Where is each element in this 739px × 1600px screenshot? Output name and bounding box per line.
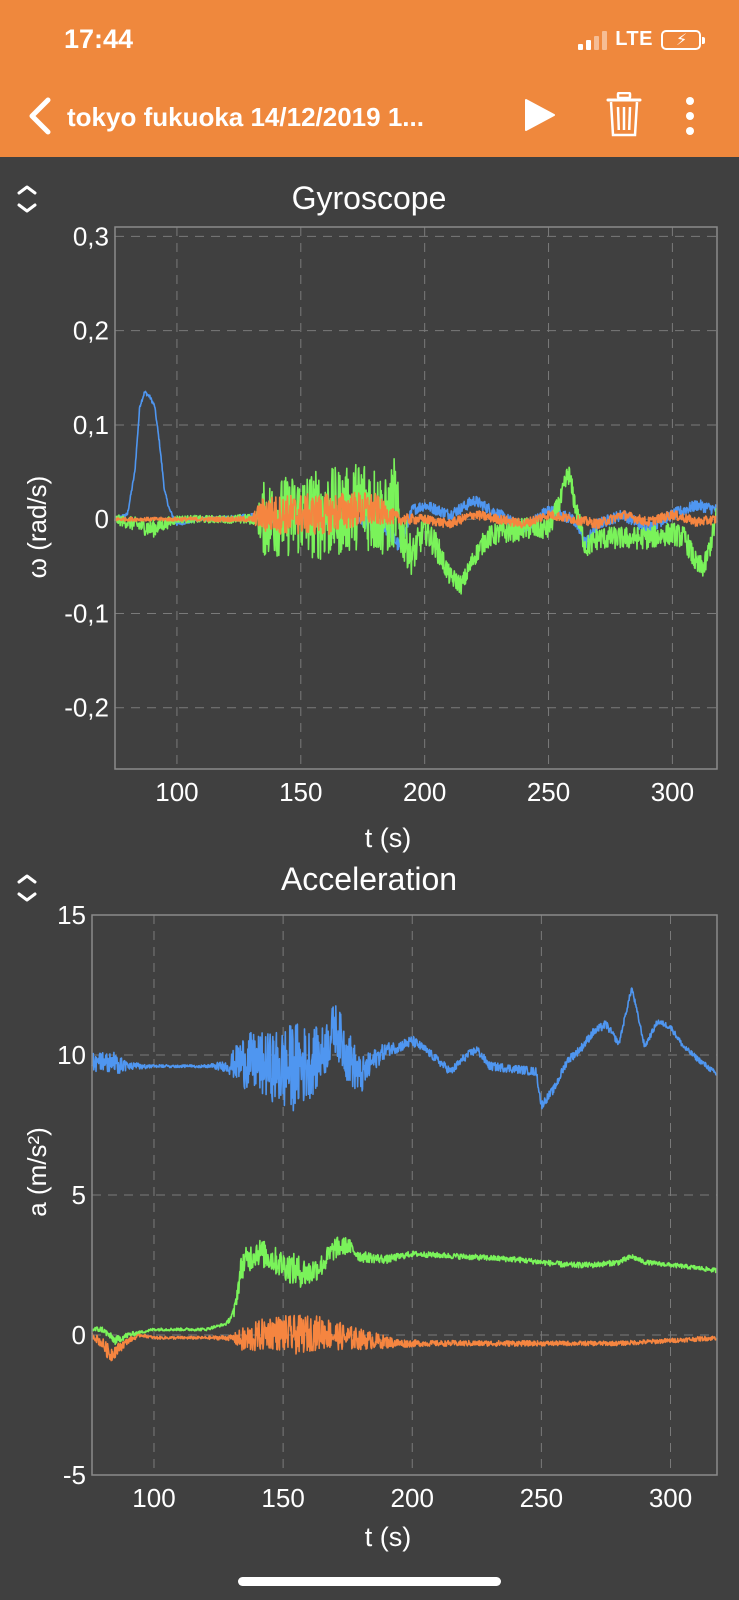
y-tick-label: -0,1: [64, 598, 109, 628]
series-line-2: [114, 491, 718, 535]
x-tick-label: 250: [527, 777, 570, 807]
expand-collapse-icon[interactable]: [17, 874, 37, 902]
x-axis-ticks: 100 150 200 250 300: [155, 777, 694, 807]
x-axis-label: t (s): [365, 823, 412, 853]
series-line-2: [91, 1314, 718, 1362]
x-axis-ticks: 100 150 200 250 300: [132, 1483, 692, 1513]
y-tick-label: -5: [63, 1460, 86, 1490]
y-tick-label: 0: [72, 1320, 86, 1350]
chart-title: Acceleration: [281, 862, 457, 897]
app-header: 17:44 LTE ⚡ tokyo fukuoka 14/12/2019 1..…: [0, 0, 739, 157]
y-tick-label: 10: [57, 1040, 86, 1070]
y-tick-label: -0,2: [64, 693, 109, 723]
series-line-1: [91, 1236, 718, 1346]
chart-title: Gyroscope: [292, 180, 447, 216]
trash-icon[interactable]: [606, 92, 642, 138]
home-indicator[interactable]: [238, 1577, 501, 1586]
acceleration-chart: Acceleration -5 0 5 10 15 100 150 200 250 300 t …: [17, 862, 718, 1552]
series-line-0: [91, 987, 718, 1112]
x-axis-label: t (s): [365, 1522, 412, 1552]
plot-frame: [114, 226, 718, 770]
y-tick-label: 0,1: [73, 410, 109, 440]
y-axis-label: a (m/s²): [22, 1127, 52, 1217]
chart-grid: [115, 227, 717, 769]
y-tick-label: 0,3: [73, 221, 109, 251]
expand-collapse-icon[interactable]: [17, 185, 37, 213]
x-tick-label: 200: [403, 777, 446, 807]
x-tick-label: 100: [132, 1483, 175, 1513]
y-axis-label: ω (rad/s): [22, 476, 52, 579]
page-title: tokyo fukuoka 14/12/2019 1...: [67, 102, 424, 132]
x-tick-label: 150: [279, 777, 322, 807]
x-tick-label: 150: [261, 1483, 304, 1513]
play-icon[interactable]: [524, 98, 556, 132]
x-tick-label: 300: [651, 777, 694, 807]
y-axis-ticks: -5 0 5 10 15: [57, 900, 86, 1490]
gyroscope-chart: Gyroscope -0,2 -0,1 0 0,1 0,2 0,3 100 150 200 25…: [17, 180, 718, 853]
plot-frame: [91, 914, 718, 1476]
signal-icon: [578, 30, 608, 50]
battery-icon: ⚡: [661, 29, 705, 50]
series-line-0: [114, 390, 718, 551]
y-tick-label: 0: [95, 504, 109, 534]
x-tick-label: 250: [520, 1483, 563, 1513]
x-tick-label: 100: [155, 777, 198, 807]
chart-grid: [92, 915, 717, 1476]
toolbar: tokyo fukuoka 14/12/2019 1...: [0, 92, 739, 142]
status-indicators: LTE ⚡: [578, 28, 705, 51]
y-tick-label: 5: [72, 1180, 86, 1210]
x-tick-label: 200: [391, 1483, 434, 1513]
more-vertical-icon[interactable]: [684, 96, 696, 136]
status-time: 17:44: [64, 24, 134, 54]
network-type: LTE: [615, 28, 653, 50]
y-tick-label: 15: [57, 900, 86, 930]
chart-series: [114, 390, 718, 595]
chart-series: [91, 987, 718, 1362]
y-tick-label: 0,2: [73, 316, 109, 346]
series-line-1: [114, 458, 718, 595]
x-tick-label: 300: [649, 1483, 692, 1513]
chevron-left-icon[interactable]: [22, 96, 62, 136]
y-axis-ticks: -0,2 -0,1 0 0,1 0,2 0,3: [64, 221, 109, 722]
